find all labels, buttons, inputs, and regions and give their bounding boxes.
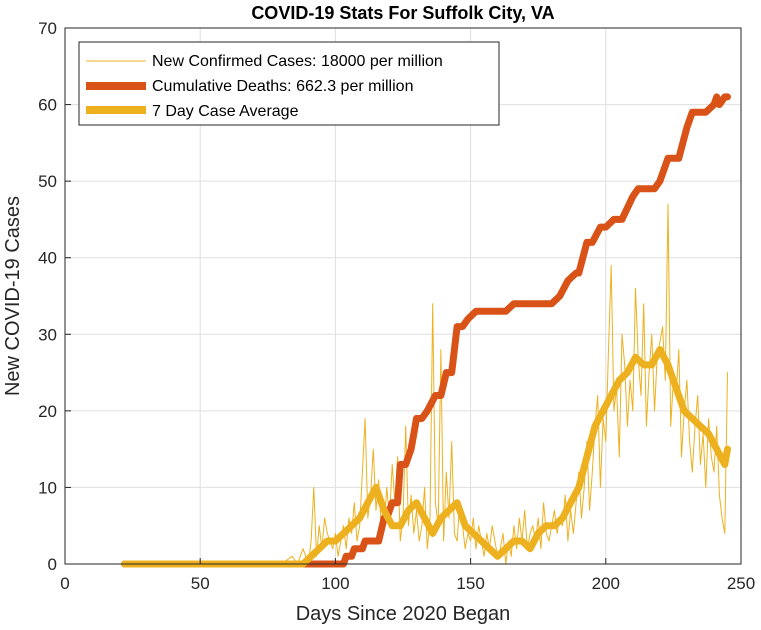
chart-title: COVID-19 Stats For Suffolk City, VA [251, 3, 554, 23]
y-tick-label: 10 [38, 478, 57, 497]
legend: New Confirmed Cases: 18000 per million C… [78, 41, 500, 126]
y-axis-label: New COVID-19 Cases [2, 196, 24, 396]
y-tick-label: 20 [38, 402, 57, 421]
x-axis-label: Days Since 2020 Began [296, 603, 511, 625]
legend-box [78, 41, 500, 126]
x-tick-label: 0 [60, 574, 69, 593]
x-tick-label: 250 [727, 574, 755, 593]
x-tick-label: 200 [592, 574, 620, 593]
ticks: 0 50 100 150 200 250 0 10 20 30 40 50 60 70 [38, 19, 755, 593]
x-tick-label: 50 [191, 574, 210, 593]
legend-label-cumulative-deaths: Cumulative Deaths: 662.3 per million [152, 78, 413, 95]
y-tick-label: 60 [38, 96, 57, 115]
x-tick-label: 150 [456, 574, 484, 593]
y-tick-label: 70 [38, 19, 57, 38]
legend-label-7-day-average: 7 Day Case Average [152, 103, 299, 120]
legend-label-new-cases: New Confirmed Cases: 18000 per million [152, 53, 443, 70]
series-layer [121, 93, 731, 568]
y-tick-label: 0 [48, 555, 57, 574]
y-tick-label: 50 [38, 172, 57, 191]
plot-border [64, 27, 742, 565]
y-tick-label: 40 [38, 249, 57, 268]
x-tick-label: 100 [321, 574, 349, 593]
new-cases-line [124, 203, 728, 565]
7-day-average-line [121, 346, 731, 568]
y-tick-label: 30 [38, 325, 57, 344]
